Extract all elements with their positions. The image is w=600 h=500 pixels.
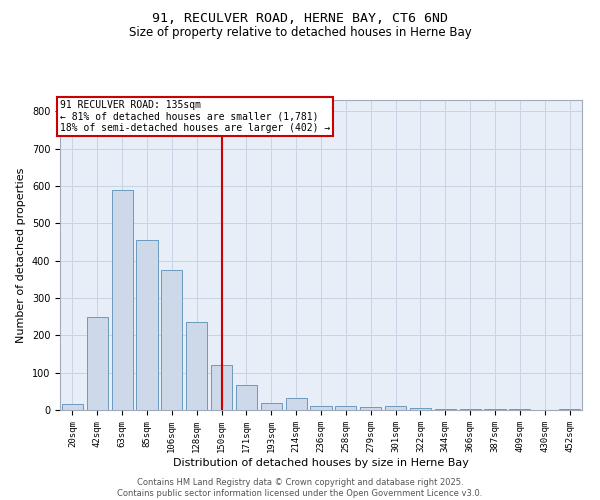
Text: Size of property relative to detached houses in Herne Bay: Size of property relative to detached ho… [128, 26, 472, 39]
Bar [236, 384, 257, 410]
Text: 91, RECULVER ROAD, HERNE BAY, CT6 6ND: 91, RECULVER ROAD, HERNE BAY, CT6 6ND [152, 12, 448, 26]
Bar [261, 402, 282, 410]
Bar [460, 409, 481, 410]
Bar [410, 408, 431, 410]
Text: 91 RECULVER ROAD: 135sqm
← 81% of detached houses are smaller (1,781)
18% of sem: 91 RECULVER ROAD: 135sqm ← 81% of detach… [60, 100, 330, 133]
Bar [136, 240, 158, 410]
Bar [211, 365, 232, 410]
Bar [310, 406, 332, 410]
Bar [286, 398, 307, 410]
Bar [112, 190, 133, 410]
Text: Contains HM Land Registry data © Crown copyright and database right 2025.
Contai: Contains HM Land Registry data © Crown c… [118, 478, 482, 498]
Bar [559, 409, 580, 410]
Bar [385, 406, 406, 410]
Bar [87, 316, 108, 410]
Bar [335, 406, 356, 410]
Bar [435, 409, 456, 410]
Bar [186, 322, 207, 410]
Bar [161, 270, 182, 410]
Bar [62, 404, 83, 410]
X-axis label: Distribution of detached houses by size in Herne Bay: Distribution of detached houses by size … [173, 458, 469, 468]
Bar [484, 409, 506, 410]
Bar [360, 407, 381, 410]
Y-axis label: Number of detached properties: Number of detached properties [16, 168, 26, 342]
